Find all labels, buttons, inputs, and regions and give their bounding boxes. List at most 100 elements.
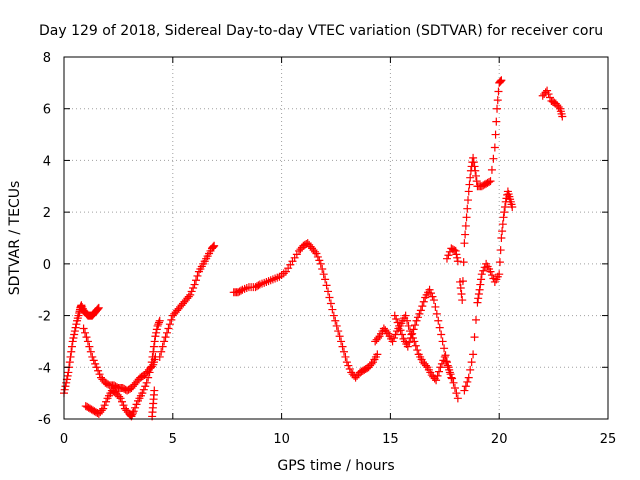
data-point [434, 367, 443, 376]
data-point [433, 371, 442, 380]
data-point [442, 357, 451, 366]
series-arc-12 [538, 86, 567, 121]
data-point [491, 130, 500, 139]
data-point [138, 389, 147, 398]
data-point [471, 166, 480, 175]
data-point [208, 243, 217, 252]
data-point [496, 246, 505, 255]
x-tick-label: 15 [382, 432, 399, 447]
data-point [411, 321, 420, 330]
data-point [461, 221, 470, 230]
data-point [160, 337, 169, 346]
data-point [335, 332, 344, 341]
axis-ticks [63, 56, 609, 420]
data-point [155, 352, 164, 361]
data-point [404, 321, 413, 330]
data-point [95, 370, 104, 379]
data-point [486, 177, 495, 186]
data-point [116, 394, 125, 403]
series-arc-2 [79, 324, 160, 395]
data-point [254, 281, 263, 290]
data-point [436, 363, 445, 372]
data-point [448, 374, 457, 383]
series-arc-4 [148, 386, 159, 421]
data-point [485, 177, 494, 186]
data-point [460, 386, 469, 395]
data-point [392, 315, 401, 324]
data-point [405, 338, 414, 347]
data-point [498, 220, 507, 229]
data-point [393, 318, 402, 327]
data-point [102, 397, 111, 406]
x-tick-labels: 0 5 10 15 20 25 [60, 432, 616, 447]
data-point [337, 337, 346, 346]
data-point [486, 267, 495, 276]
data-point [409, 325, 418, 334]
data-point [128, 408, 137, 417]
plot-frame [63, 56, 609, 420]
series-arc-3 [81, 316, 164, 421]
data-point [469, 350, 478, 359]
data-point [416, 306, 425, 315]
data-point [68, 337, 77, 346]
data-point [94, 303, 103, 312]
data-point [164, 324, 173, 333]
data-point [86, 347, 95, 356]
data-point [61, 382, 70, 391]
data-point [154, 320, 163, 329]
data-point [475, 285, 484, 294]
data-point [413, 346, 422, 355]
data-point [487, 271, 496, 280]
data-point [190, 280, 199, 289]
data-point [144, 373, 153, 382]
series-arc-10 [456, 76, 506, 305]
data-point [469, 153, 478, 162]
data-point [321, 275, 330, 284]
data-point [407, 330, 416, 339]
data-point [148, 352, 157, 361]
y-tick-labels: -6 -4 -2 0 2 4 6 8 [38, 51, 51, 428]
data-point [83, 337, 92, 346]
data-point [398, 330, 407, 339]
data-point [99, 404, 108, 413]
data-point [421, 361, 430, 370]
data-point [78, 302, 87, 311]
series-arc-6 [229, 239, 382, 382]
data-point [495, 77, 504, 86]
data-point [443, 361, 452, 370]
data-point [165, 320, 174, 329]
data-point [477, 270, 486, 279]
y-tick-label: 0 [43, 258, 51, 273]
data-point [545, 93, 554, 102]
data-point [435, 323, 444, 332]
data-point [85, 342, 94, 351]
data-point [161, 333, 170, 342]
gridlines [64, 57, 608, 419]
data-point [284, 264, 293, 273]
data-point [432, 376, 441, 385]
data-point [428, 292, 437, 301]
y-tick-label: -4 [38, 361, 51, 376]
data-point [193, 271, 202, 280]
data-point [70, 330, 79, 339]
data-point [413, 313, 422, 322]
data-point [82, 333, 91, 342]
data-point [461, 230, 470, 239]
data-point [62, 378, 71, 387]
data-point [310, 247, 319, 256]
data-point [118, 397, 127, 406]
data-point [460, 239, 469, 248]
data-point [91, 359, 100, 368]
data-point [474, 294, 483, 303]
data-point [463, 377, 472, 386]
data-point [453, 253, 462, 262]
data-point [497, 234, 506, 242]
data-point [155, 316, 164, 325]
data-point [479, 266, 488, 275]
data-point [418, 302, 427, 311]
data-point [396, 326, 405, 335]
data-point [437, 359, 446, 368]
series-arc-11 [460, 187, 517, 395]
data-point [279, 269, 288, 278]
